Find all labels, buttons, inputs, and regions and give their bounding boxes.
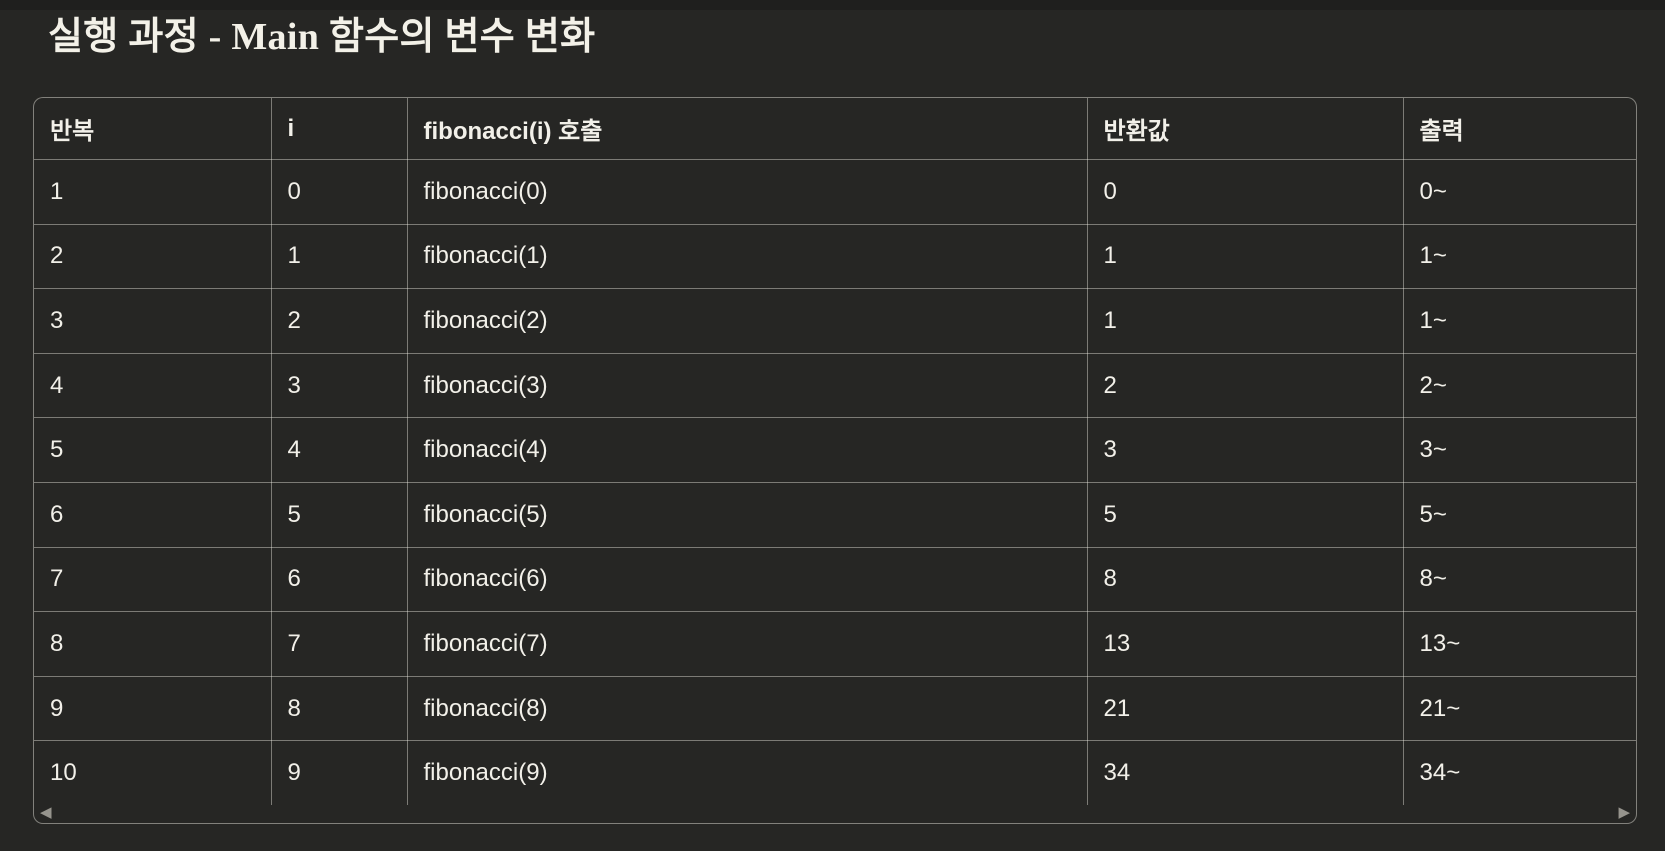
table-cell-col1: 7 <box>34 547 272 613</box>
table-cell-col3: fibonacci(0) <box>407 159 1088 225</box>
table-cell-col2: 9 <box>271 740 408 805</box>
table-row: 7 6 fibonacci(6) 8 8~ <box>34 547 1636 613</box>
table-cell-col1: 9 <box>34 676 272 742</box>
table-row: 10 9 fibonacci(9) 34 34~ <box>34 740 1636 805</box>
table-cell-col4: 1 <box>1087 224 1404 290</box>
table-row: 3 2 fibonacci(2) 1 1~ <box>34 288 1636 354</box>
table-cell-col5: 1~ <box>1403 288 1636 354</box>
top-shade <box>0 0 1665 10</box>
table-cell-col5: 8~ <box>1403 547 1636 613</box>
table-cell-col5: 0~ <box>1403 159 1636 225</box>
table-cell-col2: 8 <box>271 676 408 742</box>
table-cell-col1: 6 <box>34 482 272 548</box>
table-cell-col1: 3 <box>34 288 272 354</box>
table-cell-col5: 3~ <box>1403 417 1636 483</box>
table-cell-col4: 5 <box>1087 482 1404 548</box>
table-cell-col3: fibonacci(6) <box>407 547 1088 613</box>
table-cell-col4: 3 <box>1087 417 1404 483</box>
column-header-3: fibonacci(i) 호출 <box>407 98 1088 160</box>
scroll-left-arrow-icon[interactable]: ◀ <box>40 802 52 821</box>
table-header-row: 반복 i fibonacci(i) 호출 반환값 출력 <box>34 98 1636 160</box>
table-cell-col3: fibonacci(5) <box>407 482 1088 548</box>
table-cell-col3: fibonacci(7) <box>407 611 1088 677</box>
table-cell-col1: 4 <box>34 353 272 419</box>
table-cell-col2: 3 <box>271 353 408 419</box>
scroll-right-arrow-icon[interactable]: ▶ <box>1618 802 1630 821</box>
table-cell-col4: 1 <box>1087 288 1404 354</box>
table-cell-col3: fibonacci(9) <box>407 740 1088 805</box>
column-header-2: i <box>271 98 408 160</box>
table-cell-col4: 34 <box>1087 740 1404 805</box>
table-cell-col4: 13 <box>1087 611 1404 677</box>
table-cell-col3: fibonacci(1) <box>407 224 1088 290</box>
variables-table: 반복 i fibonacci(i) 호출 반환값 출력 1 0 fibonacci(0) 0 0… <box>34 98 1636 805</box>
table-row: 5 4 fibonacci(4) 3 3~ <box>34 417 1636 483</box>
page-title: 실행 과정 - Main 함수의 변수 변화 <box>48 16 596 58</box>
table-cell-col2: 4 <box>271 417 408 483</box>
table-row: 2 1 fibonacci(1) 1 1~ <box>34 224 1636 290</box>
table-row: 8 7 fibonacci(7) 13 13~ <box>34 611 1636 677</box>
table-scroll-container[interactable]: 반복 i fibonacci(i) 호출 반환값 출력 1 0 fibonacci(0) 0 0… <box>33 97 1637 824</box>
table-cell-col1: 8 <box>34 611 272 677</box>
table-cell-col5: 13~ <box>1403 611 1636 677</box>
table-row: 1 0 fibonacci(0) 0 0~ <box>34 159 1636 225</box>
table-cell-col2: 5 <box>271 482 408 548</box>
table-row: 9 8 fibonacci(8) 21 21~ <box>34 676 1636 742</box>
table-row: 6 5 fibonacci(5) 5 5~ <box>34 482 1636 548</box>
table-cell-col3: fibonacci(4) <box>407 417 1088 483</box>
table-cell-col4: 2 <box>1087 353 1404 419</box>
table-cell-col2: 2 <box>271 288 408 354</box>
table-row: 4 3 fibonacci(3) 2 2~ <box>34 353 1636 419</box>
column-header-5: 출력 <box>1403 98 1636 160</box>
table-cell-col5: 5~ <box>1403 482 1636 548</box>
table-cell-col1: 1 <box>34 159 272 225</box>
table-cell-col3: fibonacci(8) <box>407 676 1088 742</box>
table-cell-col5: 21~ <box>1403 676 1636 742</box>
table-cell-col3: fibonacci(3) <box>407 353 1088 419</box>
table-cell-col4: 0 <box>1087 159 1404 225</box>
column-header-4: 반환값 <box>1087 98 1404 160</box>
column-header-1: 반복 <box>34 98 272 160</box>
table-cell-col2: 1 <box>271 224 408 290</box>
table-cell-col1: 10 <box>34 740 272 805</box>
table-cell-col3: fibonacci(2) <box>407 288 1088 354</box>
table-cell-col1: 5 <box>34 417 272 483</box>
table-body: 1 0 fibonacci(0) 0 0~ 2 1 fibonacci(1) 1 1~ 3 2 fibo… <box>34 159 1636 805</box>
table-cell-col5: 1~ <box>1403 224 1636 290</box>
table-cell-col5: 34~ <box>1419 759 1461 787</box>
table-cell-col2: 6 <box>271 547 408 613</box>
table-cell-col2: 7 <box>271 611 408 677</box>
table-cell-col5: 2~ <box>1403 353 1636 419</box>
table-cell-col4: 8 <box>1087 547 1404 613</box>
table-cell-col2: 0 <box>271 159 408 225</box>
table-cell-col1: 2 <box>34 224 272 290</box>
table-cell-col4: 21 <box>1087 676 1404 742</box>
